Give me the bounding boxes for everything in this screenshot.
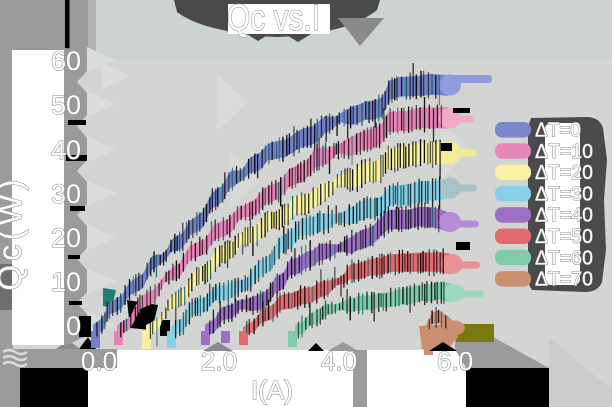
svg-text:6.0: 6.0 [437,346,473,376]
svg-text:60: 60 [51,46,81,76]
svg-text:50: 50 [51,90,81,120]
svg-text:2.0: 2.0 [201,346,237,376]
svg-text:ΔT=40: ΔT=40 [535,205,593,227]
svg-text:10: 10 [51,267,81,297]
svg-text:40: 40 [51,135,81,165]
svg-text:ΔT=30: ΔT=30 [535,183,593,205]
svg-text:Qc vs.I: Qc vs.I [227,0,320,38]
svg-text:4.0: 4.0 [321,346,357,376]
svg-text:30: 30 [51,179,81,209]
svg-text:ΔT=60: ΔT=60 [535,247,593,269]
svg-text:0.0: 0.0 [81,346,117,376]
svg-text:ΔT=0: ΔT=0 [535,120,581,142]
svg-text:ΔT=50: ΔT=50 [535,226,593,248]
svg-text:Qc(W): Qc(W) [0,175,28,290]
svg-text:ΔT=70: ΔT=70 [535,269,593,291]
svg-text:I(A): I(A) [251,375,293,405]
svg-text:0: 0 [66,311,81,341]
svg-text:ΔT=20: ΔT=20 [535,162,593,184]
svg-text:20: 20 [51,223,81,253]
svg-text:ΔT=10: ΔT=10 [535,141,593,163]
